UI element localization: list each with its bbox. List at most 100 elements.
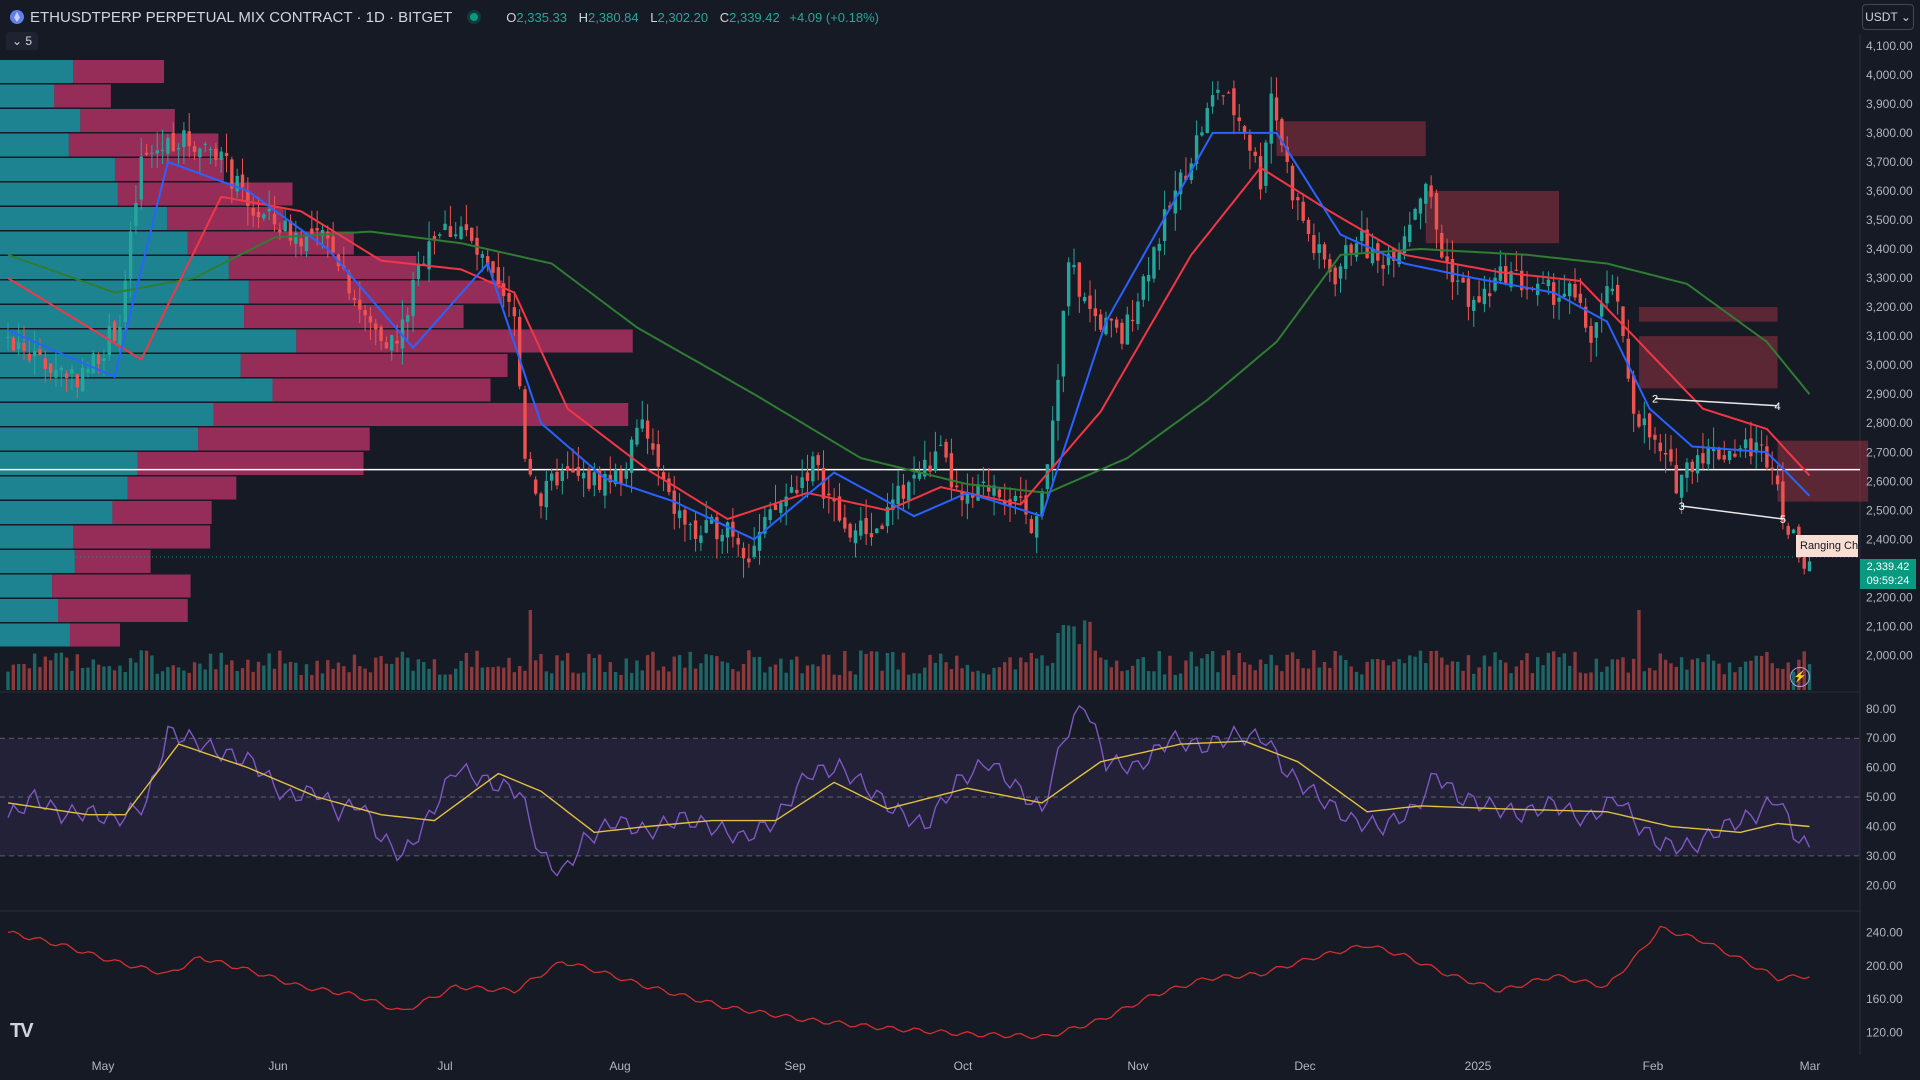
volume-bar [1397,659,1401,690]
volume-bar [1178,673,1183,690]
candle-body [288,220,293,241]
candle-body [347,272,351,294]
volume-bar [1381,660,1385,690]
volume-bar [379,656,383,690]
candle-body [1029,519,1034,534]
volume-bar [54,653,58,690]
volume-bar [1610,659,1615,690]
candle-body [70,369,74,374]
candle-body [230,159,234,189]
candle-body [635,427,639,445]
volume-bar [747,650,751,690]
volume-bar [923,667,927,690]
candle-body [949,453,954,488]
candle-body [1274,97,1279,121]
symbol-title[interactable]: ETHUSDTPERP PERPETUAL MIX CONTRACT · 1D … [30,8,453,26]
candle-body [1754,442,1758,453]
volume-bar [1685,669,1689,690]
volume-bar [278,650,282,690]
volume-bar [891,652,895,690]
volume-bar [16,664,21,690]
price-tick-label: 2,000.00 [1866,648,1913,662]
ranging-channel-label: Ranging Ch [1796,535,1858,557]
candle-body [1413,208,1417,220]
volume-bar [981,673,986,690]
volume-profile-up [0,84,55,108]
volume-bar [406,657,410,690]
volume-bar [1775,668,1780,690]
volume-bar [1647,667,1652,690]
volume-bar [160,671,165,690]
candle-body [1205,107,1209,134]
volume-bar [1045,665,1050,690]
candle-body [38,349,42,356]
volume-bar [1226,650,1231,690]
volume-bar [214,669,218,690]
candle-body [1333,267,1337,285]
price-tick-label: 3,500.00 [1866,213,1913,227]
volume-bar [1290,652,1295,690]
candle-body [363,309,367,316]
candle-body [539,493,543,507]
candle-body [821,467,826,499]
last-price-tag: 2,339.42 09:59:24 [1860,559,1916,589]
price-tick-label: 3,000.00 [1866,358,1913,372]
volume-bar [768,666,772,690]
indicators-collapse-button[interactable]: ⌄ 5 [6,32,39,50]
candle-body [1802,555,1806,569]
candle-body [688,524,692,526]
open-label: O [506,9,517,25]
candle-body [86,369,90,373]
volume-bar [608,662,612,690]
candle-body [928,465,932,472]
volume-bar [629,672,634,690]
volume-bar [1637,610,1641,690]
volume-bar [187,672,191,690]
candle-body [1482,288,1487,305]
ema-fast-line [7,131,1811,541]
volume-bar [342,666,346,690]
volume-bar [1013,669,1018,690]
volume-bar [885,652,890,690]
volume-bar [1477,667,1481,690]
candle-body [869,533,874,538]
volume-bar [1642,671,1647,690]
volume-profile-down [80,109,175,132]
candle-body [555,471,559,486]
volume-bar [773,664,778,690]
candle-body [875,528,879,534]
ohlc-readout: O2,335.33 H2,380.84 L2,302.20 C2,339.42 … [498,10,879,25]
flash-icon[interactable]: ⚡ [1790,667,1810,687]
volume-bar [715,656,719,690]
candle-body [992,485,996,496]
volume-bar [1301,668,1305,690]
candle-body [677,510,682,519]
candle-body [1184,175,1188,180]
candle-body [1050,420,1055,468]
volume-bar [1424,662,1428,690]
candle-body [613,469,618,485]
volume-bar [320,673,325,690]
candle-body [912,474,916,479]
candle-body [651,443,655,450]
volume-bar [1125,670,1129,690]
candle-body [901,484,906,499]
volume-bar [693,668,698,690]
tradingview-logo: TV [10,1020,34,1042]
volume-bar [1189,651,1193,690]
candle-body [208,149,213,151]
volume-profile-up [0,623,70,647]
candle-body [747,558,751,563]
currency-selector[interactable]: USDT ⌄ [1862,4,1914,30]
candle-body [246,191,250,207]
volume-bar [1472,673,1476,690]
candle-body [118,326,122,347]
volume-bar [1370,659,1375,690]
volume-bar [299,674,303,690]
volume-bar [48,660,53,690]
candle-body [1679,474,1684,498]
candle-body [581,472,586,479]
candle-body [368,316,373,323]
volume-bar [112,670,117,690]
